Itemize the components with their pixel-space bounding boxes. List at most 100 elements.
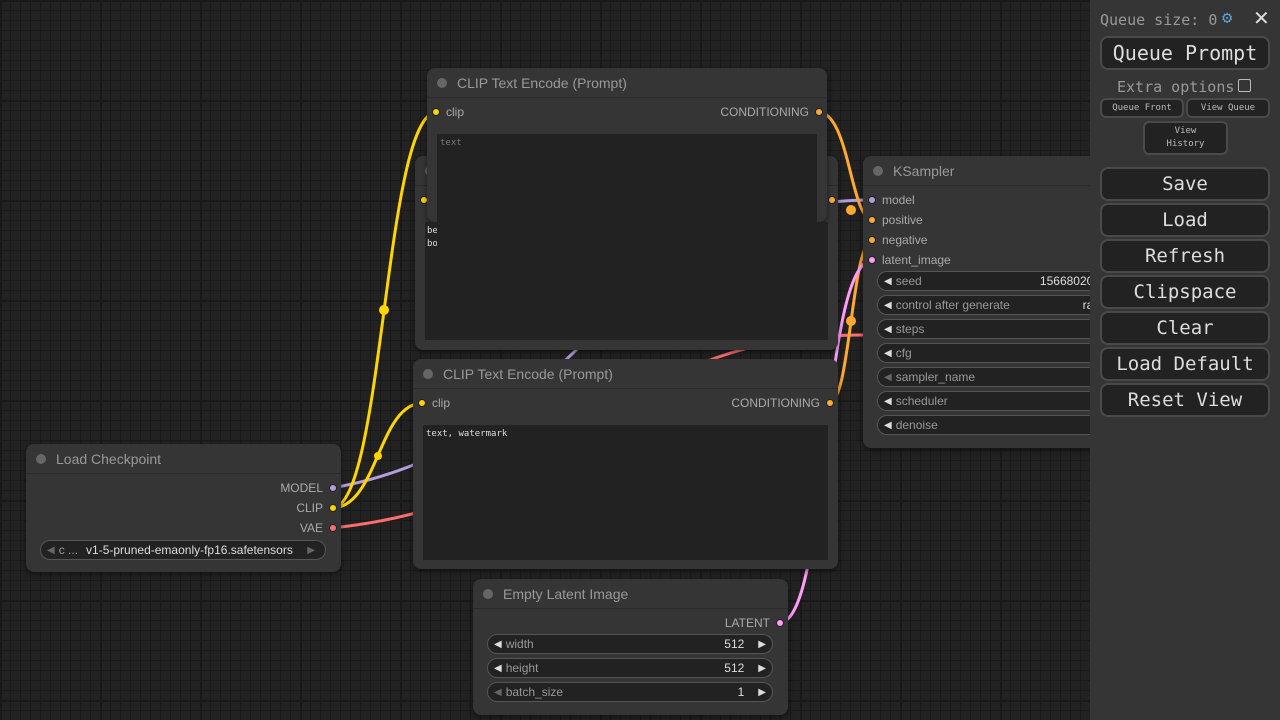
node-title-text: CLIP Text Encode (Prompt)	[457, 74, 627, 91]
gear-icon[interactable]: ⚙	[1222, 8, 1233, 28]
arrow-left-icon[interactable]: ◀	[494, 638, 502, 650]
widget-label: sampler_name	[895, 370, 976, 384]
close-icon[interactable]: ✕	[1253, 6, 1270, 30]
text-line: bo	[427, 239, 438, 249]
arrow-left-icon[interactable]: ◀	[494, 662, 502, 674]
arrow-left-icon[interactable]: ◀	[494, 686, 502, 698]
conditioning-output-slot[interactable]: CONDITIONING	[720, 104, 823, 120]
slot-label: LATENT	[724, 616, 770, 630]
arrow-right-icon[interactable]: ▶	[758, 638, 766, 650]
extra-options-checkbox[interactable]	[1238, 79, 1251, 92]
widget-value: 512	[724, 661, 745, 675]
widget-label: denoise	[895, 418, 938, 432]
latent-output-slot[interactable]: LATENT	[725, 615, 784, 631]
view-queue-button[interactable]: View Queue	[1186, 98, 1270, 118]
model-output-slot[interactable]: MODEL	[280, 480, 337, 496]
arrow-right-icon[interactable]: ▶	[758, 686, 766, 698]
collapse-dot[interactable]	[423, 368, 433, 379]
empty-latent-image-node[interactable]: Empty Latent Image LATENT ◀ width 512 ▶ ◀ he…	[473, 579, 788, 715]
collapse-dot[interactable]	[36, 453, 46, 464]
height-widget[interactable]: ◀ height 512 ▶	[487, 658, 773, 678]
slot-label: MODEL	[280, 481, 323, 495]
widget-label: c ...	[58, 543, 79, 557]
clip-text-encode-node-positive[interactable]: CLIP Text Encode (Prompt) clip CONDITION…	[427, 68, 827, 222]
widget-label: control after generate	[895, 298, 1010, 312]
negative-input-slot[interactable]: negative	[868, 232, 927, 248]
arrow-right-icon[interactable]: ▶	[307, 544, 315, 556]
text-line: be	[427, 226, 438, 236]
save-button[interactable]: Save	[1100, 167, 1270, 201]
prompt-textarea[interactable]: text	[437, 134, 817, 222]
arrow-left-icon[interactable]: ◀	[884, 347, 892, 359]
arrow-left-icon[interactable]: ◀	[884, 275, 892, 287]
widget-label: width	[505, 637, 534, 651]
widget-label: height	[505, 661, 539, 675]
arrow-right-icon[interactable]: ▶	[758, 662, 766, 674]
extra-options-label: Extra options	[1117, 78, 1235, 96]
slot-label: CONDITIONING	[731, 396, 820, 410]
prompt-textarea[interactable]: text, watermark	[423, 425, 828, 560]
slot-label: positive	[882, 213, 923, 227]
collapse-dot[interactable]	[873, 165, 883, 176]
widget-label: steps	[895, 322, 925, 336]
conditioning-output-slot[interactable]	[822, 192, 836, 208]
clip-input-slot[interactable]: clip	[418, 395, 450, 411]
node-title[interactable]: KSampler	[863, 156, 1193, 186]
widget-value: 1	[737, 685, 745, 699]
conditioning-output-slot[interactable]: CONDITIONING	[731, 395, 834, 411]
widget-label: seed	[895, 274, 922, 288]
clipspace-button[interactable]: Clipspace	[1100, 275, 1270, 309]
queue-size-label: Queue size: 0	[1100, 11, 1218, 29]
widget-label: cfg	[895, 346, 912, 360]
arrow-left-icon[interactable]: ◀	[884, 395, 892, 407]
slot-label: negative	[882, 233, 928, 247]
load-button[interactable]: Load	[1100, 203, 1270, 237]
node-title-text: Empty Latent Image	[503, 585, 629, 602]
arrow-left-icon[interactable]: ◀	[884, 371, 892, 383]
collapse-dot[interactable]	[437, 77, 447, 88]
arrow-left-icon[interactable]: ◀	[884, 323, 892, 335]
slot-label: VAE	[299, 521, 323, 535]
batch-size-widget[interactable]: ◀ batch_size 1 ▶	[487, 682, 773, 702]
slot-label: clip	[432, 396, 451, 410]
slot-label: clip	[446, 105, 465, 119]
queue-front-button[interactable]: Queue Front	[1100, 98, 1184, 118]
widget-value: 156680208	[1039, 274, 1100, 288]
node-title-text: KSampler	[893, 162, 955, 179]
clip-output-slot[interactable]: CLIP	[296, 500, 337, 516]
clip-input-slot[interactable]: clip	[432, 104, 464, 120]
node-title[interactable]: CLIP Text Encode (Prompt)	[427, 68, 827, 98]
widget-value: v1-5-pruned-emaonly-fp16.safetensors	[86, 543, 293, 557]
node-title[interactable]: CLIP Text Encode (Prompt)	[413, 359, 838, 389]
widget-label: scheduler	[895, 394, 948, 408]
positive-input-slot[interactable]: positive	[868, 212, 923, 228]
slot-label: CONDITIONING	[720, 105, 809, 119]
load-default-button[interactable]: Load Default	[1100, 347, 1270, 381]
slot-label: CLIP	[296, 501, 323, 515]
refresh-button[interactable]: Refresh	[1100, 239, 1270, 273]
slot-label: latent_image	[882, 253, 951, 267]
arrow-left-icon[interactable]: ◀	[47, 544, 55, 556]
menu-panel: Queue size: 0 ⚙ ✕ Queue Prompt Extra opt…	[1090, 0, 1280, 720]
arrow-left-icon[interactable]: ◀	[884, 299, 892, 311]
ckpt-name-combo[interactable]: ◀ c ... v1-5-pruned-emaonly-fp16.safetenso…	[40, 540, 326, 560]
clear-button[interactable]: Clear	[1100, 311, 1270, 345]
load-checkpoint-node[interactable]: Load Checkpoint MODEL CLIP VAE ◀ c ... v1-…	[26, 444, 341, 572]
widget-label: batch_size	[505, 685, 564, 699]
latent-image-input-slot[interactable]: latent_image	[868, 252, 951, 268]
arrow-left-icon[interactable]: ◀	[884, 419, 892, 431]
slot-label: model	[882, 193, 915, 207]
queue-prompt-button[interactable]: Queue Prompt	[1100, 36, 1270, 70]
node-title-text: CLIP Text Encode (Prompt)	[443, 365, 613, 382]
collapse-dot[interactable]	[483, 588, 493, 599]
vae-output-slot[interactable]: VAE	[300, 520, 337, 536]
view-history-button[interactable]: View History	[1143, 121, 1228, 155]
model-input-slot[interactable]: model	[868, 192, 915, 208]
width-widget[interactable]: ◀ width 512 ▶	[487, 634, 773, 654]
reset-view-button[interactable]: Reset View	[1100, 383, 1270, 417]
node-title[interactable]: Empty Latent Image	[473, 579, 788, 609]
clip-text-encode-node-negative[interactable]: CLIP Text Encode (Prompt) clip CONDITION…	[413, 359, 838, 569]
node-title[interactable]: Load Checkpoint	[26, 444, 341, 474]
widget-value: 512	[724, 637, 745, 651]
node-title-text: Load Checkpoint	[56, 450, 162, 467]
